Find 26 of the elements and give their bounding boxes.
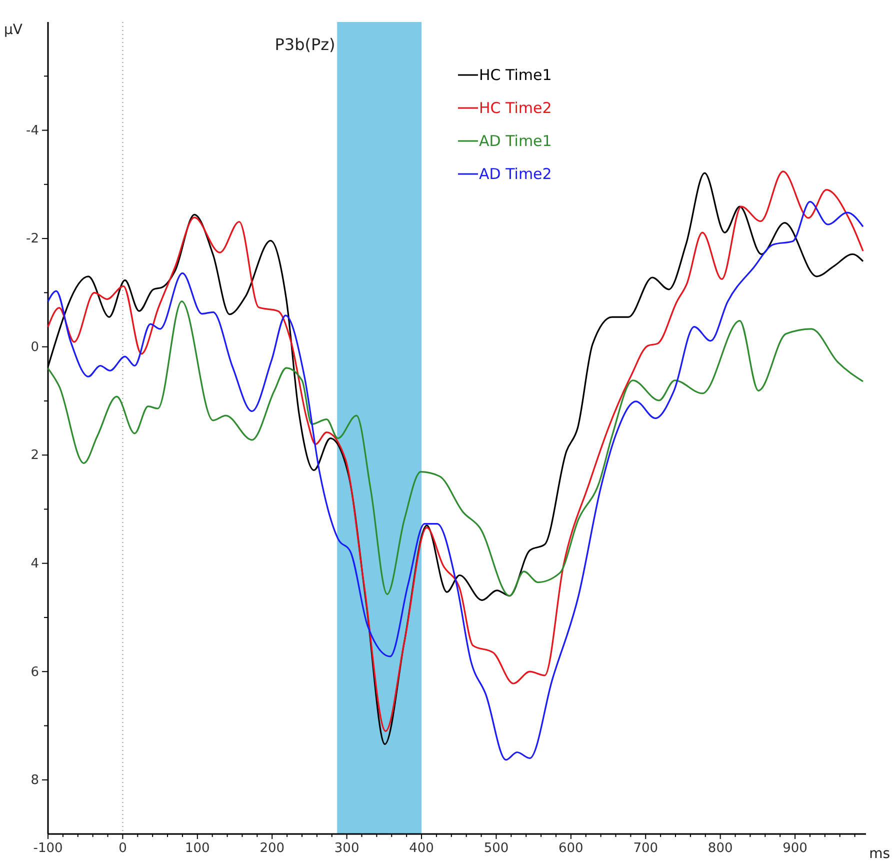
legend-label: AD Time2	[479, 165, 552, 183]
y-tick-label: -4	[26, 123, 39, 138]
x-tick-label: 300	[334, 841, 360, 856]
x-tick-label: 500	[484, 841, 509, 856]
y-tick-label: 4	[30, 556, 39, 572]
x-tick-label: 100	[184, 841, 210, 856]
legend-label: HC Time1	[479, 66, 552, 84]
x-tick-label: 900	[782, 841, 808, 856]
line-series	[47, 300, 864, 597]
y-tick-label: 2	[30, 448, 39, 464]
text: P3b(Pz)	[274, 35, 336, 54]
x-tick-label: 0	[118, 841, 127, 856]
x-tick-label: 700	[633, 841, 658, 856]
x-tick-label: 800	[708, 841, 733, 856]
y-tick-label: 6	[30, 664, 39, 680]
y-tick-label: -2	[26, 232, 39, 247]
legend-label: AD Time1	[479, 132, 552, 150]
y-tick-label: 0	[30, 340, 39, 355]
y-tick-label: 8	[30, 773, 39, 788]
x-tick-label: -100	[33, 841, 63, 856]
y-axis-title: μV	[4, 22, 23, 38]
x-axis-title: ms	[869, 846, 890, 862]
x-tick-label: 200	[260, 841, 285, 856]
legend-label: HC Time2	[479, 99, 552, 117]
x-tick-label: 400	[409, 841, 434, 856]
x-tick-label: 600	[558, 841, 584, 856]
